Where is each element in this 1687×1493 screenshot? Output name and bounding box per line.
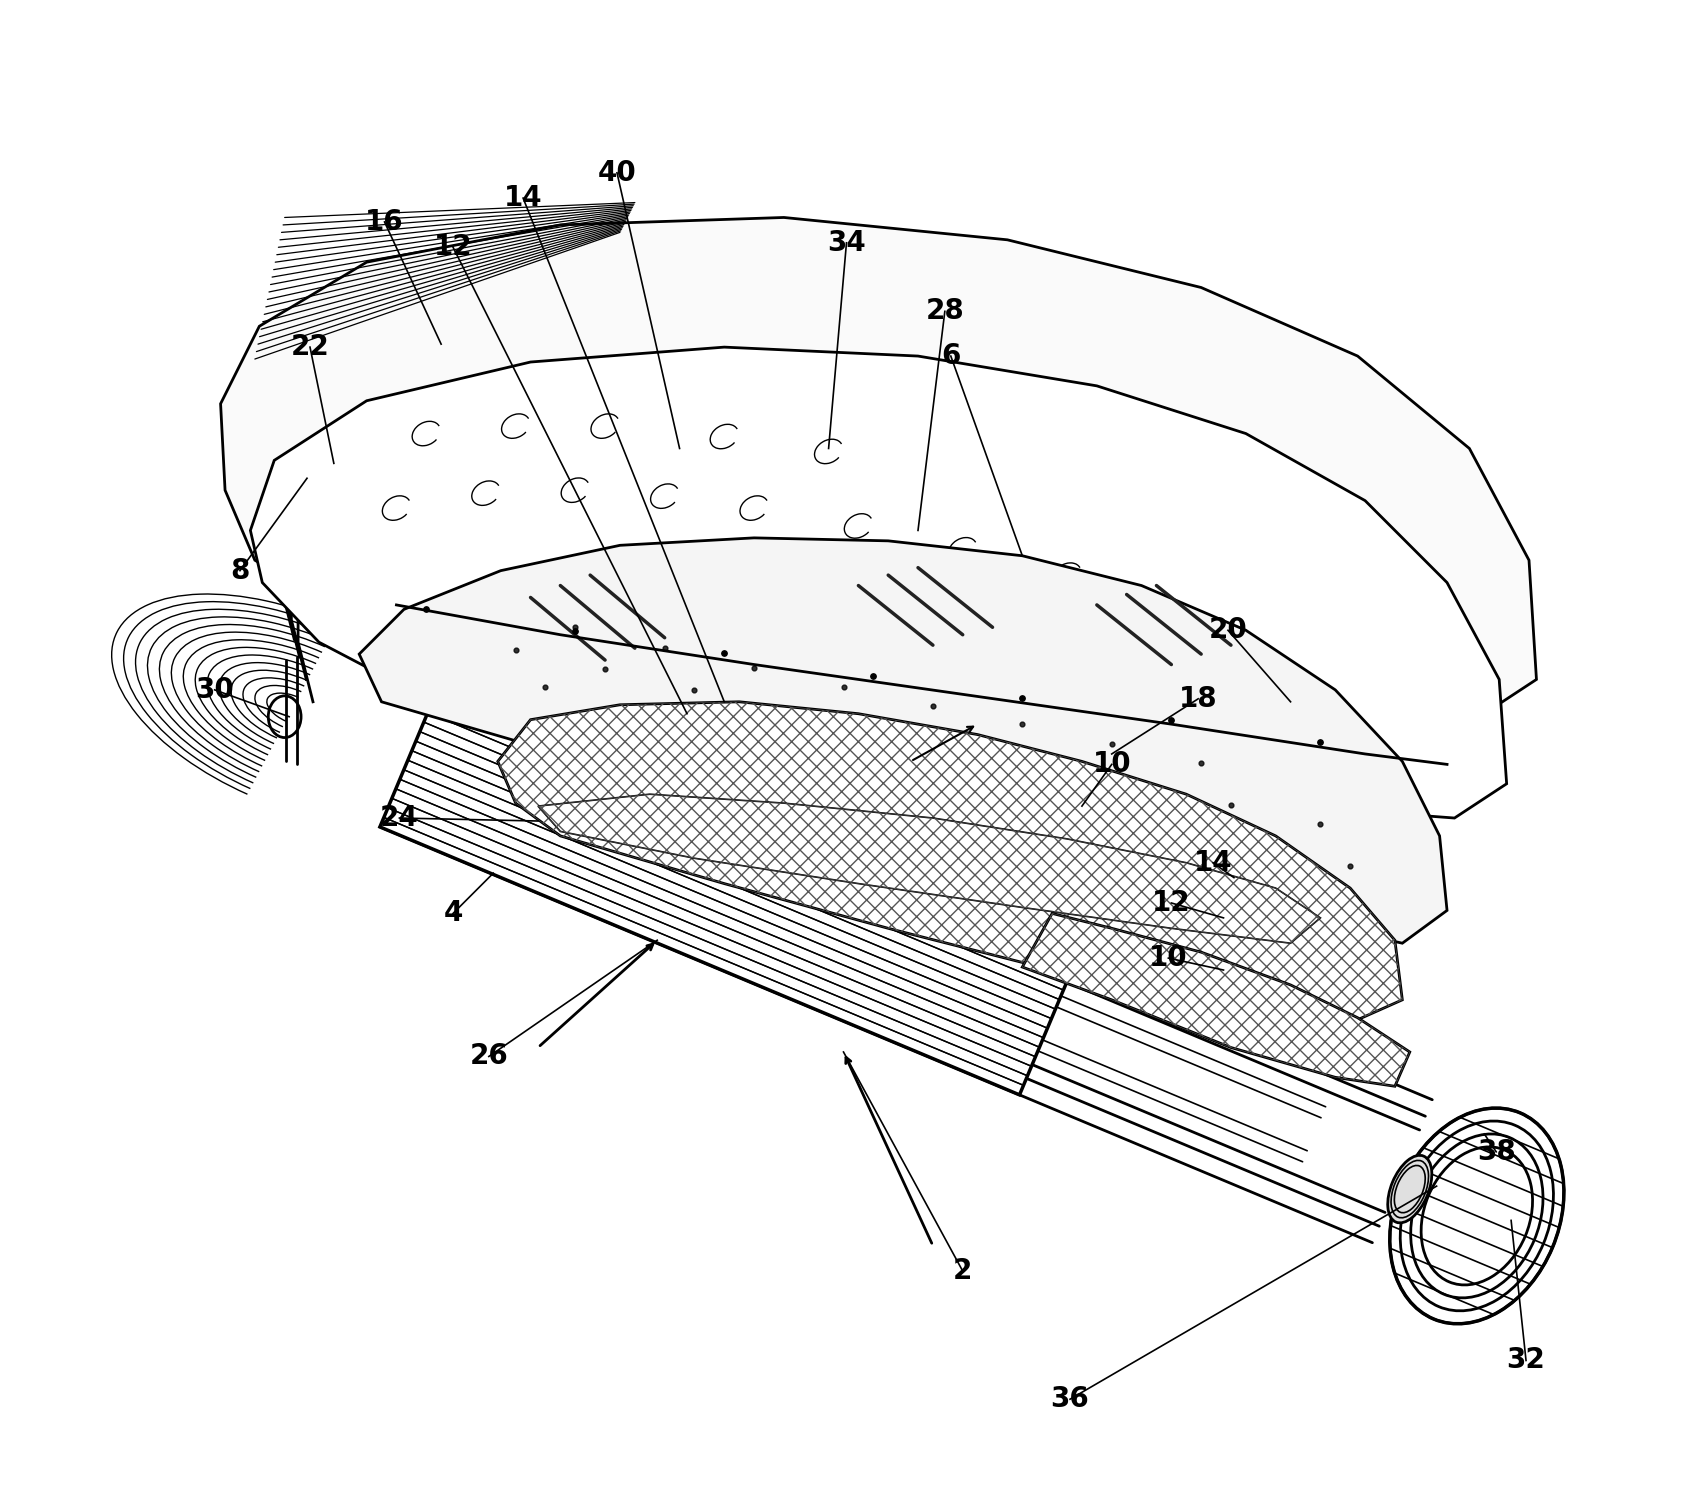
- Point: [741, 655, 768, 679]
- Point: [1098, 732, 1125, 755]
- Point: [1009, 712, 1036, 736]
- Text: 22: 22: [290, 333, 329, 361]
- Point: [830, 675, 857, 699]
- Point: [531, 675, 558, 699]
- Polygon shape: [250, 346, 1506, 818]
- Text: 12: 12: [434, 233, 472, 261]
- Point: [1247, 833, 1274, 857]
- Text: 24: 24: [380, 805, 418, 832]
- Point: [1129, 773, 1156, 797]
- Text: 26: 26: [469, 1042, 508, 1070]
- Text: 28: 28: [926, 297, 965, 325]
- Text: 10: 10: [1149, 944, 1188, 972]
- Polygon shape: [1022, 914, 1410, 1087]
- Point: [710, 642, 737, 666]
- Point: [1307, 812, 1334, 836]
- Point: [1336, 854, 1363, 878]
- Point: [1188, 751, 1215, 775]
- Point: [1157, 814, 1184, 838]
- Text: 14: 14: [504, 184, 543, 212]
- Point: [1157, 708, 1184, 732]
- Point: [621, 696, 648, 720]
- Point: [562, 615, 589, 639]
- Text: 16: 16: [364, 208, 403, 236]
- Text: 8: 8: [229, 557, 250, 585]
- Point: [919, 694, 946, 718]
- Point: [1218, 793, 1245, 817]
- Point: [1039, 754, 1066, 778]
- Text: 12: 12: [1152, 888, 1191, 917]
- Point: [413, 597, 440, 621]
- Text: 18: 18: [1179, 685, 1218, 712]
- Text: 40: 40: [597, 158, 636, 187]
- Point: [1068, 794, 1095, 818]
- Ellipse shape: [1388, 1156, 1432, 1223]
- Polygon shape: [221, 218, 1537, 714]
- Text: 6: 6: [941, 342, 960, 370]
- Point: [682, 678, 709, 702]
- Point: [771, 697, 798, 721]
- Polygon shape: [538, 794, 1321, 944]
- Text: 38: 38: [1476, 1138, 1515, 1166]
- Point: [978, 775, 1005, 799]
- Text: 36: 36: [1051, 1386, 1090, 1414]
- Polygon shape: [498, 702, 1402, 1030]
- Point: [651, 636, 678, 660]
- Text: 14: 14: [1194, 848, 1233, 876]
- Text: 20: 20: [1208, 617, 1247, 645]
- Point: [860, 663, 887, 687]
- Text: 10: 10: [1093, 751, 1130, 778]
- Text: 4: 4: [444, 899, 462, 927]
- Point: [1009, 685, 1036, 709]
- Point: [503, 638, 530, 661]
- Text: 30: 30: [196, 676, 234, 703]
- Text: 34: 34: [827, 228, 865, 257]
- Point: [860, 717, 887, 741]
- Point: [889, 755, 916, 779]
- Ellipse shape: [1390, 1108, 1564, 1324]
- Polygon shape: [359, 537, 1447, 944]
- Point: [562, 620, 589, 643]
- Text: 32: 32: [1506, 1347, 1545, 1375]
- Point: [950, 736, 977, 760]
- Point: [800, 738, 827, 761]
- Point: [1307, 730, 1334, 754]
- Polygon shape: [380, 684, 1080, 1094]
- Point: [592, 657, 619, 681]
- Point: [710, 717, 737, 741]
- Text: 2: 2: [953, 1257, 972, 1285]
